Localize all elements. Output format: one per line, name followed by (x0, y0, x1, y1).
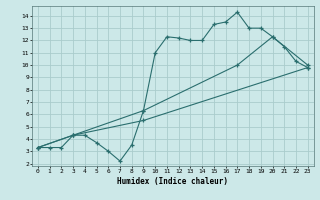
X-axis label: Humidex (Indice chaleur): Humidex (Indice chaleur) (117, 177, 228, 186)
